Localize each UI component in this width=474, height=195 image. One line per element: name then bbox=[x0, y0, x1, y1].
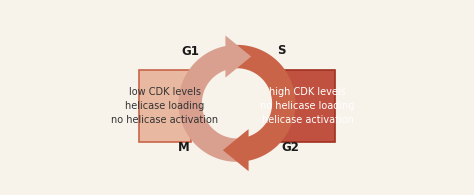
Text: high CDK levels
no helicase loading
helicase activation: high CDK levels no helicase loading heli… bbox=[260, 87, 355, 125]
Text: low CDK levels
helicase loading
no helicase activation: low CDK levels helicase loading no helic… bbox=[111, 87, 219, 125]
Polygon shape bbox=[226, 35, 251, 78]
Polygon shape bbox=[237, 45, 295, 162]
Text: G2: G2 bbox=[281, 141, 299, 154]
Polygon shape bbox=[223, 129, 248, 171]
Polygon shape bbox=[179, 45, 237, 162]
FancyBboxPatch shape bbox=[280, 70, 336, 142]
FancyBboxPatch shape bbox=[138, 70, 191, 142]
Text: M: M bbox=[178, 141, 190, 154]
Text: S: S bbox=[277, 44, 286, 57]
Text: G1: G1 bbox=[182, 45, 200, 58]
